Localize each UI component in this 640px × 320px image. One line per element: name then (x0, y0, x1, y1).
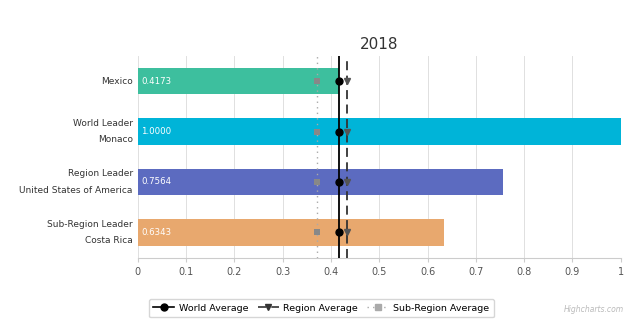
Bar (138, 169, 503, 195)
Text: United States of America: United States of America (19, 186, 132, 195)
Bar (138, 68, 339, 94)
Text: World Leader: World Leader (73, 119, 132, 128)
Text: Mexico: Mexico (101, 77, 132, 86)
Text: 0.4173: 0.4173 (141, 77, 172, 86)
Text: 1.0000: 1.0000 (141, 127, 172, 136)
Text: 0.6343: 0.6343 (141, 228, 172, 237)
Text: Telecommunication Infrastructure Index: Telecommunication Infrastructure Index (8, 15, 273, 28)
Title: 2018: 2018 (360, 37, 399, 52)
Text: Highcharts.com: Highcharts.com (564, 305, 624, 314)
Bar (138, 118, 621, 145)
Text: Monaco: Monaco (98, 135, 132, 144)
Text: Region Leader: Region Leader (68, 169, 132, 179)
Bar (138, 219, 444, 245)
Text: 0.7564: 0.7564 (141, 178, 172, 187)
Text: Sub-Region Leader: Sub-Region Leader (47, 220, 132, 229)
Legend: World Average, Region Average, Sub-Region Average: World Average, Region Average, Sub-Regio… (148, 299, 494, 317)
Text: Costa Rica: Costa Rica (85, 236, 132, 245)
